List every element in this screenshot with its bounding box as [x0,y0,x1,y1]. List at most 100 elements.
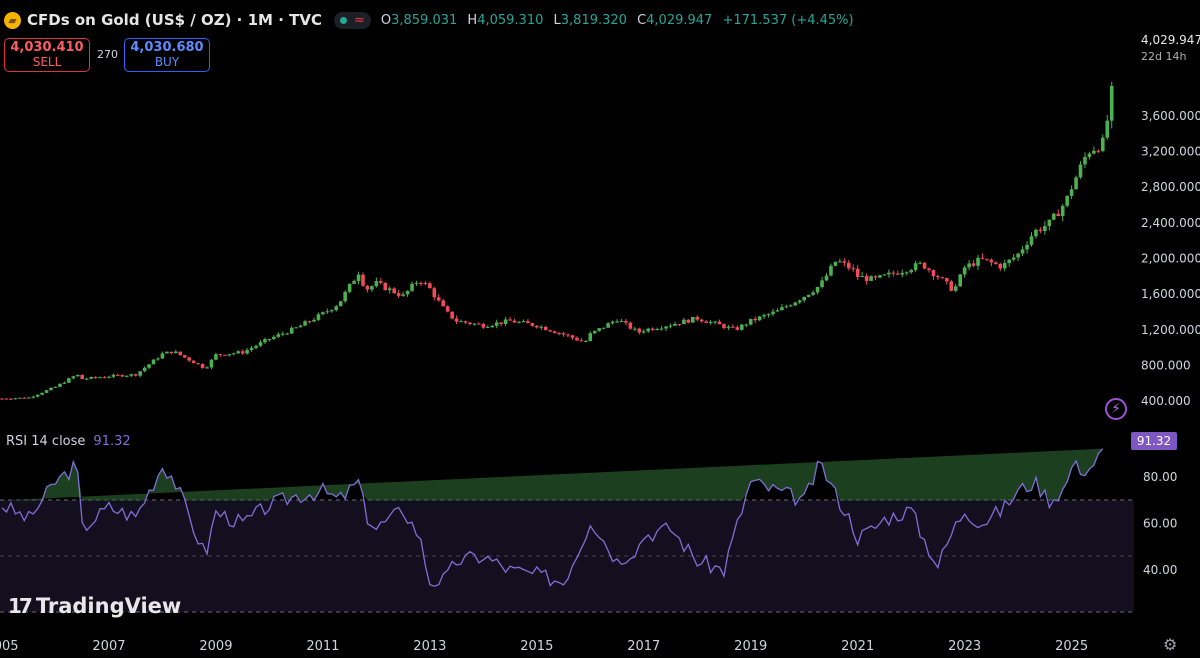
rsi-axis[interactable]: 40.00 60.00 80.00 [1143,470,1177,577]
candle-body [165,351,169,354]
candle-body [895,273,900,275]
candle-body [980,257,985,259]
candle-body [387,288,392,291]
candle-body [682,319,686,325]
candle-body [89,376,93,379]
candle-body [512,320,517,323]
candle-body [361,274,365,286]
price-tick-label: 800.000 [1141,359,1191,373]
gold-bars-icon: ▰ [4,11,21,29]
candle-body [775,310,780,312]
candle-body [169,351,174,354]
candle-body [641,331,646,333]
candle-body [757,316,762,321]
candle-body [936,276,940,278]
rsi-tick-label: 80.00 [1143,470,1177,484]
time-tick-label: 2009 [199,639,232,654]
candle-body [637,328,642,333]
price-tick-label: 2,000.000 [1141,252,1200,266]
candle-body [945,277,949,282]
candle-body [713,321,717,323]
candle-body [396,293,401,296]
candle-body [481,323,486,328]
candle-body [18,397,22,399]
candle-body [829,265,833,276]
candle-body [49,387,53,391]
candle-body [383,282,388,291]
candle-body [249,347,254,350]
candle-body [454,318,459,322]
market-status-pill[interactable]: ≈ [333,11,371,29]
candle-body [655,329,659,331]
candle-body [218,354,223,356]
symbol-title[interactable]: CFDs on Gold (US$ / OZ) · 1M · TVC [27,11,322,29]
candle-series [0,81,1114,400]
time-axis[interactable]: 2005 2007 2009 2011 2013 2015 2017 2019 2021 2023… [0,639,1088,654]
candle-body [851,268,856,270]
candle-body [744,324,749,326]
candle-body [615,321,619,323]
candle-body [962,267,967,275]
candle-body [815,287,820,293]
candle-body [1101,137,1105,152]
candle-body [998,263,1003,269]
candle-body [445,306,450,312]
gear-icon[interactable]: ⚙ [1163,635,1178,654]
price-tick-label: 2,400.000 [1141,216,1200,230]
candle-body [182,355,187,358]
candle-body [927,268,931,271]
candle-body [557,333,561,335]
candle-body [285,333,290,335]
candle-body [753,318,757,321]
candle-body [214,354,218,360]
candle-body [223,354,227,356]
candle-body [833,261,838,266]
candle-body [84,378,89,380]
candle-body [784,306,789,308]
candle-body [530,323,535,326]
lightning-icon[interactable]: ⚡ [1105,398,1127,420]
rsi-legend[interactable]: RSI 14 close 91.32 [6,434,131,449]
candle-body [740,324,744,330]
sell-button[interactable]: 4,030.410 SELL [4,38,90,72]
candle-body [245,349,249,354]
candle-body [428,283,432,289]
candle-body [459,321,463,323]
candle-body [1105,120,1110,138]
candle-body [111,374,116,377]
candle-body [686,319,691,323]
candle-body [120,375,125,377]
candle-body [205,367,209,369]
rsi-legend-value: 91.32 [93,434,131,449]
spread-value: 270 [97,48,118,61]
candle-body [842,261,847,263]
buy-label: BUY [154,55,180,69]
candle-body [1096,150,1101,152]
candle-body [1047,219,1052,227]
candle-body [98,377,102,379]
candle-body [887,272,891,275]
price-tick-label: 2,800.000 [1141,180,1200,194]
time-tick-label: 2007 [92,639,125,654]
candle-body [633,328,637,330]
candle-body [142,367,147,372]
candle-body [793,302,798,306]
candle-body [820,280,824,288]
candle-body [1002,263,1007,269]
candle-body [864,276,869,281]
buy-button[interactable]: 4,030.680 BUY [124,38,210,72]
rsi-tick-label: 60.00 [1143,517,1177,531]
candle-body [900,272,905,275]
price-axis[interactable]: 400.000 800.000 1,200.000 1,600.000 2,000.00… [1141,109,1200,408]
candle-body [508,319,512,321]
candle-body [432,288,437,298]
candle-body [441,300,446,307]
candle-body [735,327,740,330]
rsi-tick-label: 40.00 [1143,563,1177,577]
candle-body [780,307,784,311]
candle-body [240,351,245,354]
candle-body [552,331,557,334]
candle-body [436,297,441,301]
candle-body [321,312,325,315]
